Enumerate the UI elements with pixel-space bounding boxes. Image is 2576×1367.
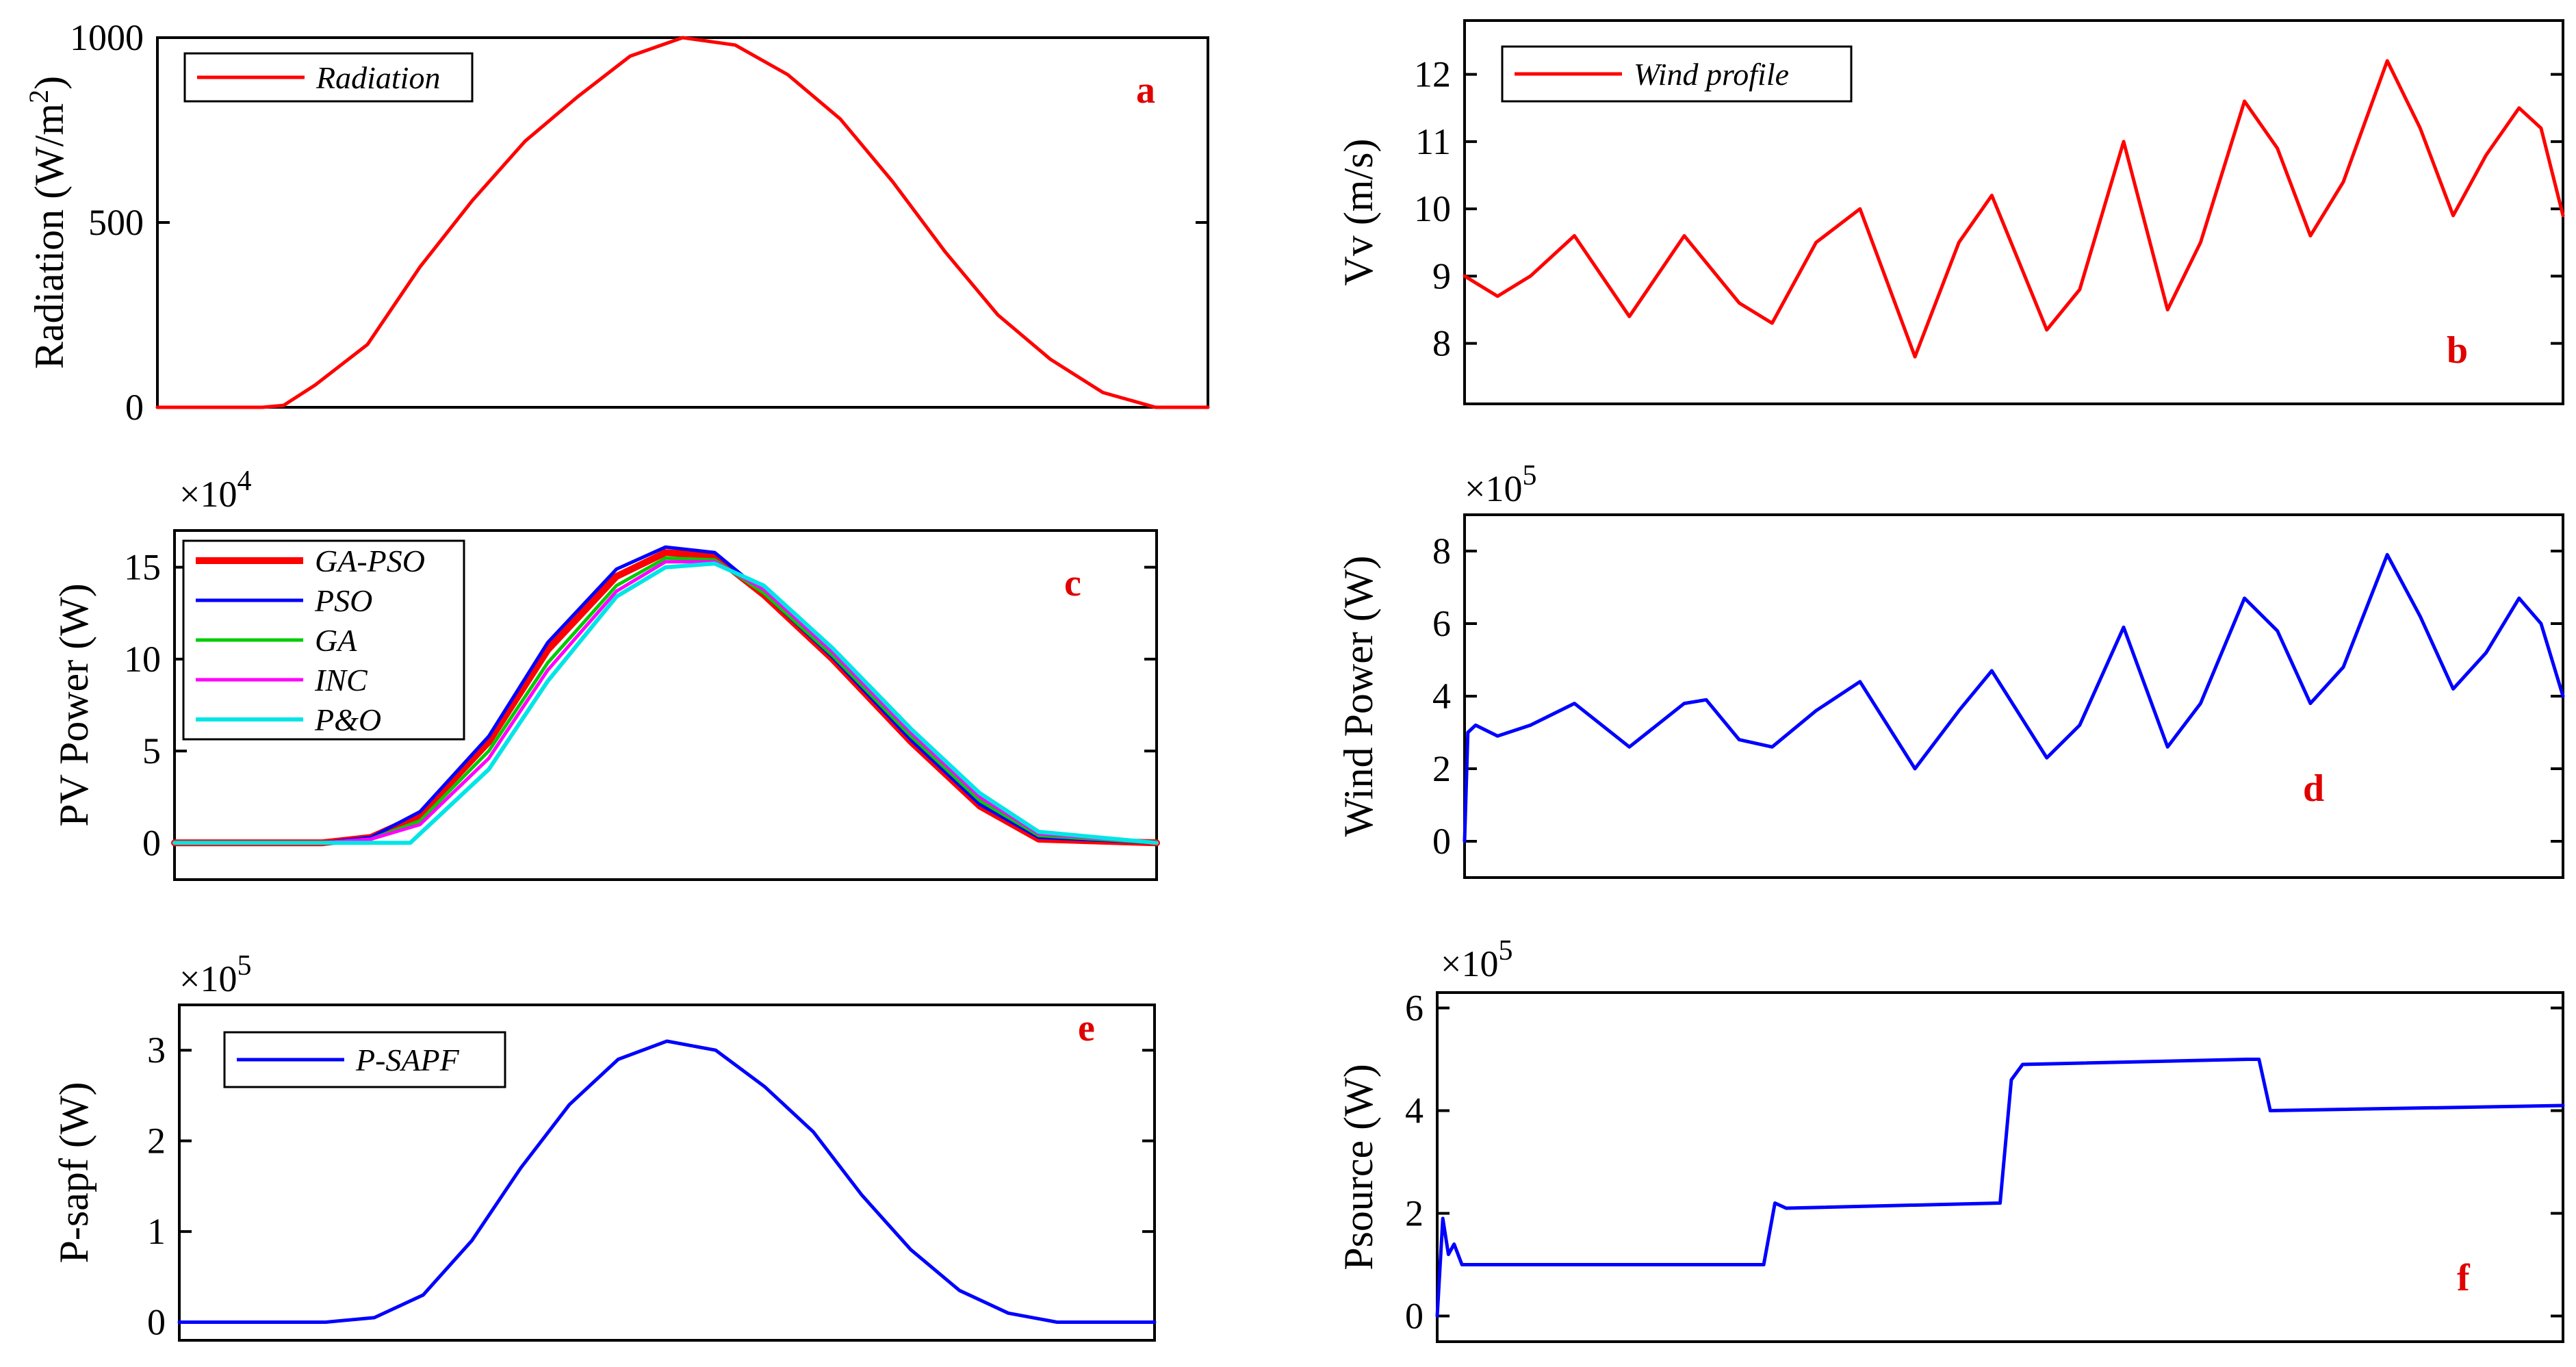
panel-a: 0 500 1000 Radiation (W/m2) a Radiation (23, 17, 1210, 428)
exponent-base: ×10 (1441, 943, 1498, 984)
series-line-wind-profile (1463, 59, 2565, 359)
y-tick-label: 0 (1405, 1296, 1424, 1337)
series-line-p-sapf (177, 1039, 1157, 1324)
exponent-base: ×10 (1465, 468, 1522, 509)
y-tick-label: 0 (147, 1302, 166, 1343)
y-axis-label-main: P-sapf (W) (51, 1082, 96, 1264)
y-axis-label: Wind Power (W) (1336, 556, 1381, 837)
y-tick-label: 8 (1432, 323, 1451, 364)
y-axis-label-end: ) (27, 76, 72, 90)
series-line-inc (172, 560, 1159, 845)
y-axis-label: P-sapf (W) (51, 1082, 96, 1264)
y-tick-label: 11 (1415, 121, 1451, 162)
legend-label: P-SAPF (355, 1043, 460, 1077)
exponent-power: 5 (1522, 460, 1536, 491)
y-axis-label-superscript: 2 (23, 90, 54, 103)
axes-frame (173, 529, 1158, 881)
y-axis-label: Vv (m/s) (1336, 139, 1381, 286)
y-tick-label: 1 (147, 1211, 166, 1252)
legend-label: INC (314, 663, 368, 698)
y-axis-label-main: Vv (m/s) (1336, 139, 1381, 286)
y-tick-label: 4 (1405, 1090, 1424, 1132)
exponent-label: ×105 (1465, 460, 1536, 509)
exponent-base: ×10 (179, 958, 237, 999)
y-tick-label: 0 (125, 387, 144, 428)
y-tick-label: 9 (1432, 255, 1451, 296)
exponent-power: 4 (237, 465, 251, 497)
y-tick-label: 15 (124, 547, 161, 588)
y-axis-label-main: Psource (W) (1336, 1064, 1381, 1270)
y-tick-label: 0 (1432, 821, 1451, 862)
legend: Wind profile (1501, 45, 1853, 103)
y-tick-label: 3 (147, 1030, 166, 1071)
legend: P-SAPF (223, 1031, 506, 1088)
legend-label: GA-PSO (315, 544, 425, 578)
y-axis-label: PV Power (W) (51, 583, 96, 827)
axes-frame (1436, 991, 2564, 1343)
y-axis-label-main: Radiation (W/m (27, 103, 72, 369)
exponent-power: 5 (237, 950, 251, 982)
axes-frame (178, 1004, 1156, 1342)
exponent-base: ×10 (179, 474, 237, 515)
legend: GA-PSO PSO GA INC P&O (182, 539, 465, 741)
y-tick-label: 2 (147, 1121, 166, 1162)
panel-c: 0 5 10 15 PV Power (W) ×104 c GA-PSO PSO GA INC P&O (51, 465, 1160, 881)
y-tick-label: 2 (1405, 1193, 1424, 1234)
panel-b: 8 9 10 11 12 Vv (m/s) b Wind profile (1336, 19, 2565, 405)
panel-letter: b (2447, 329, 2468, 372)
y-tick-label: 8 (1432, 531, 1451, 572)
panel-letter: a (1136, 69, 1155, 112)
exponent-power: 5 (1498, 935, 1512, 967)
exponent-label: ×105 (179, 950, 251, 999)
exponent-label: ×104 (179, 465, 251, 515)
y-axis-label-main: Wind Power (W) (1336, 556, 1381, 837)
y-tick-label: 0 (142, 822, 161, 863)
y-tick-label: 6 (1405, 988, 1424, 1029)
y-tick-label: 6 (1432, 603, 1451, 644)
y-tick-label: 500 (88, 202, 144, 243)
series-line-wind-power (1463, 552, 2565, 843)
y-axis-label-main: PV Power (W) (51, 583, 96, 827)
panel-e: 0 1 2 3 P-sapf (W) ×105 e P-SAPF (51, 950, 1157, 1343)
legend-label: GA (315, 623, 357, 658)
legend-label: Radiation (315, 60, 440, 95)
legend-label: Wind profile (1634, 57, 1789, 92)
y-tick-label: 5 (142, 730, 161, 771)
panel-letter: e (1078, 1007, 1095, 1049)
y-tick-label: 4 (1432, 676, 1451, 717)
series-line-pso (172, 545, 1159, 845)
panel-letter: f (2457, 1257, 2471, 1299)
y-tick-label: 10 (1414, 188, 1451, 229)
series-line-radiation (155, 36, 1210, 409)
panel-letter: c (1064, 562, 1081, 604)
y-tick-label: 2 (1432, 748, 1451, 789)
panel-d: 0 2 4 6 8 Wind Power (W) ×105 d (1336, 460, 2565, 879)
axes-frame (1463, 513, 2564, 879)
exponent-label: ×105 (1441, 935, 1512, 984)
y-tick-label: 10 (124, 639, 161, 680)
series-line-p-o (172, 561, 1159, 845)
y-tick-label: 12 (1414, 54, 1451, 95)
panel-f: 0 2 4 6 Psource (W) ×105 f (1336, 935, 2565, 1343)
series-line-psource (1435, 1058, 2565, 1318)
legend-label: P&O (314, 702, 381, 737)
y-axis-label: Radiation (W/m2) (23, 76, 72, 369)
legend-label: PSO (314, 583, 372, 618)
panel-letter: d (2303, 767, 2324, 810)
y-axis-label: Psource (W) (1336, 1064, 1381, 1270)
legend: Radiation (183, 52, 474, 103)
y-tick-label: 1000 (70, 17, 144, 58)
